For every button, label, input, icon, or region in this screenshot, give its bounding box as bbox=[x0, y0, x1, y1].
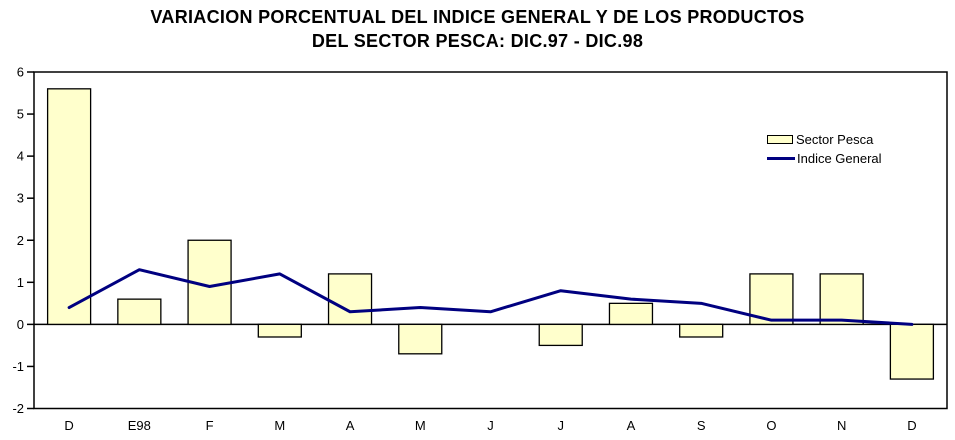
indice-general-line bbox=[67, 268, 914, 326]
legend-bar-label: Sector Pesca bbox=[796, 132, 874, 147]
x-axis-tick-label: A bbox=[346, 418, 355, 433]
plot-border bbox=[33, 71, 948, 410]
x-axis-tick-label: S bbox=[697, 418, 706, 433]
y-axis-tick-label: 3 bbox=[17, 191, 24, 206]
y-axis-tick-label: 0 bbox=[17, 317, 24, 332]
x-axis-tick-label: J bbox=[487, 418, 494, 433]
bar-9-S bbox=[679, 323, 724, 338]
bar-3-M bbox=[257, 323, 302, 338]
bar-7-J bbox=[538, 323, 583, 347]
x-axis-tick-label: M bbox=[274, 418, 285, 433]
x-axis-tick-label: D bbox=[907, 418, 916, 433]
bar-1-E98 bbox=[117, 298, 162, 326]
bar-12-D bbox=[889, 323, 935, 380]
chart-title-line1: VARIACION PORCENTUAL DEL INDICE GENERAL … bbox=[150, 7, 805, 27]
bar-5-M bbox=[398, 323, 443, 355]
bar-11-N bbox=[819, 273, 864, 326]
legend-entry-indice-general: Indice General bbox=[767, 149, 882, 168]
legend-line-label: Indice General bbox=[797, 151, 882, 166]
x-axis-tick-label: O bbox=[766, 418, 776, 433]
legend-line-swatch-icon bbox=[767, 157, 795, 160]
y-axis-tick-label: 2 bbox=[17, 233, 24, 248]
chart-title-line2: DEL SECTOR PESCA: DIC.97 - DIC.98 bbox=[311, 31, 644, 51]
bar-10-O bbox=[749, 273, 794, 326]
y-axis-tick-label: 1 bbox=[17, 275, 24, 290]
chart-legend: Sector Pesca Indice General bbox=[767, 130, 882, 168]
x-axis-tick-label: M bbox=[415, 418, 426, 433]
legend-entry-sector-pesca: Sector Pesca bbox=[767, 130, 882, 149]
bar-4-A bbox=[327, 273, 373, 326]
y-axis-tick-label: 6 bbox=[17, 65, 24, 80]
y-axis-tick-label: -2 bbox=[12, 401, 24, 416]
y-axis-tick-label: 4 bbox=[17, 149, 24, 164]
x-axis-tick-label: J bbox=[557, 418, 564, 433]
y-axis-tick-label: 5 bbox=[17, 107, 24, 122]
x-axis-tick-label: N bbox=[837, 418, 846, 433]
legend-bar-swatch-icon bbox=[767, 135, 793, 144]
x-axis-tick-label: F bbox=[206, 418, 214, 433]
bar-0-D bbox=[46, 88, 92, 326]
chart-title: VARIACION PORCENTUAL DEL INDICE GENERAL … bbox=[0, 5, 955, 53]
bar-8-A bbox=[608, 302, 654, 326]
x-axis-tick-label: E98 bbox=[128, 418, 151, 433]
y-axis-tick-label: -1 bbox=[12, 359, 24, 374]
x-axis-tick-label: A bbox=[627, 418, 636, 433]
x-axis-tick-label: D bbox=[64, 418, 73, 433]
